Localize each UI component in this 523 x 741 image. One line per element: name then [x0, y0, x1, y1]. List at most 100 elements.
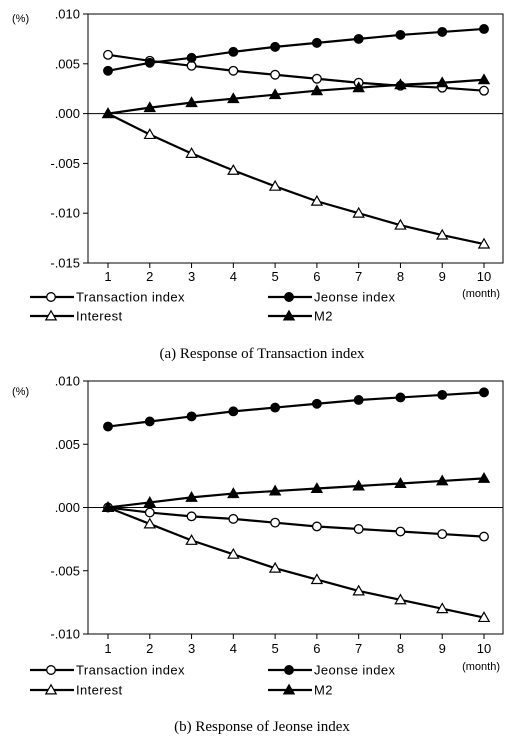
data-point	[479, 531, 489, 542]
x-tick-label: 3	[188, 641, 195, 656]
data-point	[186, 52, 197, 63]
data-point	[185, 490, 198, 502]
data-point	[228, 406, 239, 417]
legend-item: Transaction index	[30, 663, 185, 678]
y-tick-label: .000	[55, 106, 80, 121]
data-point	[477, 73, 491, 85]
y-tick-label: .005	[55, 437, 80, 452]
data-point	[310, 573, 324, 585]
data-point	[185, 533, 198, 545]
data-point	[435, 76, 449, 88]
legend-label: Jeonse index	[314, 290, 396, 305]
legend-label: Transaction index	[76, 663, 185, 678]
legend-label: Transaction index	[76, 290, 185, 305]
legend: Transaction index Jeonse index Interest M2	[30, 290, 396, 324]
data-point	[228, 46, 239, 57]
legend-label: Interest	[76, 683, 123, 698]
series-m2	[101, 73, 491, 119]
data-point	[268, 88, 282, 100]
chart-caption: (a) Response of Transaction index	[160, 346, 365, 362]
legend-marker	[282, 683, 296, 695]
data-point	[103, 49, 113, 60]
chart-2: .010 .005 .000 -.005 -.010 1 2 3 4 5 6 7 8 9 10 (%) (mon…	[12, 374, 504, 735]
x-tick-label: 8	[397, 641, 404, 656]
x-tick-label: 3	[188, 269, 195, 284]
data-point	[227, 92, 240, 104]
data-point	[144, 416, 155, 427]
data-point	[310, 84, 324, 96]
series-interest	[101, 107, 491, 249]
data-point	[352, 584, 365, 596]
series-line	[107, 112, 485, 246]
legend-item: Jeonse index	[268, 663, 396, 678]
x-unit-label: (month)	[462, 288, 500, 300]
data-point	[394, 78, 407, 90]
legend-label: Jeonse index	[314, 663, 396, 678]
data-point	[477, 471, 491, 483]
series-line	[107, 78, 485, 115]
data-point	[227, 163, 240, 175]
data-point	[143, 496, 157, 507]
series-jeonse-index	[103, 387, 489, 432]
x-tick-label: 2	[146, 269, 153, 284]
data-point	[103, 65, 113, 76]
data-point	[394, 218, 407, 230]
data-point	[103, 421, 113, 432]
x-tick-label: 5	[271, 641, 278, 656]
data-point	[268, 561, 282, 573]
legend-label: Interest	[76, 309, 123, 324]
series-line	[107, 391, 485, 428]
data-point	[435, 228, 449, 240]
data-point	[185, 96, 198, 108]
data-point	[435, 602, 449, 614]
legend-item: M2	[268, 683, 333, 698]
data-point	[270, 517, 281, 528]
series-line	[107, 506, 485, 538]
x-tick-label: 9	[439, 641, 446, 656]
data-point	[186, 411, 197, 422]
y-tick-label: -.015	[50, 256, 80, 271]
data-point	[394, 477, 407, 488]
x-tick-label: 7	[355, 641, 362, 656]
legend-item: Interest	[30, 683, 123, 698]
legend-item: Transaction index	[30, 290, 185, 305]
data-point	[143, 101, 157, 113]
y-tick-label: -.010	[50, 206, 80, 221]
data-point	[477, 611, 491, 623]
x-tick-label: 6	[313, 641, 320, 656]
data-point	[437, 529, 448, 540]
data-point	[227, 547, 240, 559]
series-m2	[101, 471, 491, 512]
data-point	[479, 23, 489, 34]
data-point	[143, 517, 157, 529]
legend-marker	[44, 309, 58, 321]
x-tick-label: 10	[477, 641, 491, 656]
data-point	[479, 85, 489, 96]
legend-label: M2	[314, 683, 333, 698]
data-point	[268, 484, 282, 496]
data-point	[395, 526, 406, 537]
data-point	[353, 395, 364, 405]
series-interest	[101, 501, 491, 623]
chart-1: .010 .005 .000 -.005 -.010 -.015 1 2 3 4 5 6 7 8 9 10 (%…	[12, 7, 504, 362]
legend-marker	[46, 665, 56, 675]
y-tick-label: -.005	[50, 156, 80, 171]
series-line	[107, 53, 485, 92]
series-line	[107, 27, 485, 72]
y-tick-label: .010	[55, 7, 80, 22]
y-unit-label: (%)	[12, 13, 29, 25]
data-point	[394, 593, 407, 605]
legend-label: M2	[314, 309, 333, 324]
y-tick-label: .005	[55, 56, 80, 71]
legend-marker	[44, 683, 58, 695]
y-tick-label: -.005	[50, 563, 80, 578]
series-line	[107, 477, 485, 509]
chart-caption: (b) Response of Jeonse index	[174, 719, 350, 735]
y-tick-label: .000	[55, 500, 80, 515]
data-point	[437, 389, 448, 400]
data-point	[228, 65, 239, 76]
data-point	[227, 487, 240, 499]
data-point	[435, 474, 449, 486]
data-point	[186, 511, 197, 522]
